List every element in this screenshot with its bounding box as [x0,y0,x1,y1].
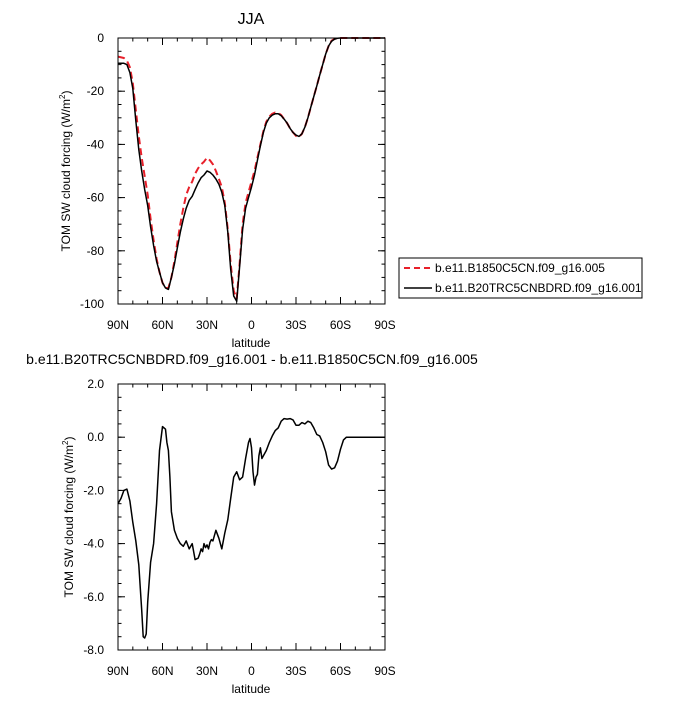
bottom-ytick-label: -8.0 [83,643,104,657]
top-ytick-label: -20 [87,84,105,98]
legend-label-b20trc: b.e11.B20TRC5CNBDRD.f09_g16.001 [435,281,642,295]
bottom-xtick-label: 30N [196,664,218,678]
top-plot-lines [117,37,385,303]
top-ytick-label: -80 [87,244,105,258]
top-ytick-label: 0 [97,31,104,45]
top-x-axis: 90N 60N 30N 0 30S 60S 90S [107,38,396,332]
bottom-xtick-label: 60S [330,664,351,678]
bottom-ytick-label: 0.0 [87,430,104,444]
bottom-xtick-label: 90N [107,664,129,678]
top-chart-title: JJA [238,11,265,28]
top-xtick-label: 30S [285,318,306,332]
top-xtick-label: 0 [248,318,255,332]
top-y-axis: 0 -20 -40 -60 -80 -100 [80,31,385,311]
bottom-y-axis-label: TOM SW cloud forcing (W/m2) [61,437,76,598]
top-xtick-label: 60S [330,318,351,332]
bottom-x-axis: 90N 60N 30N 0 30S 60S 90S [107,384,396,678]
bottom-xtick-label: 90S [374,664,395,678]
bottom-x-axis-label: latitude [232,682,271,696]
bottom-chart-title: b.e11.B20TRC5CNBDRD.f09_g16.001 - b.e11.… [26,351,478,367]
bottom-plot-frame [117,383,386,651]
top-xtick-label: 90N [107,318,129,332]
bottom-panel: b.e11.B20TRC5CNBDRD.f09_g16.001 - b.e11.… [26,351,478,696]
top-xtick-label: 60N [151,318,173,332]
bottom-xtick-label: 0 [248,664,255,678]
top-x-axis-label: latitude [232,336,271,350]
bottom-plot-lines [117,417,385,639]
legend-box [398,257,643,299]
top-y-axis-label: TOM SW cloud forcing (W/m2) [58,91,73,252]
bottom-ytick-label: -6.0 [83,590,104,604]
legend-label-b1850: b.e11.B1850C5CN.f09_g16.005 [435,261,605,275]
top-ytick-label: -100 [80,297,104,311]
top-xtick-label: 90S [374,318,395,332]
top-series-0-line [117,37,385,300]
top-series-1-line [118,37,385,303]
top-xtick-label: 30N [196,318,218,332]
top-ytick-label: -40 [87,137,105,151]
bottom-y-axis: 2.0 0.0 -2.0 -4.0 -6.0 -8.0 [83,377,385,657]
bottom-series-0-line [117,417,385,639]
top-ytick-label: -60 [87,191,105,205]
bottom-xtick-label: 30S [285,664,306,678]
top-panel: JJA 0-20-40-60-80-100 90N 60N 30N 0 30S 60S 90… [58,11,643,350]
bottom-ytick-label: -2.0 [83,483,104,497]
bottom-ytick-label: -4.0 [83,537,104,551]
bottom-ytick-label: 2.0 [87,377,104,391]
legend: b.e11.B1850C5CN.f09_g16.005 b.e11.B20TRC… [398,257,643,299]
bottom-xtick-label: 60N [151,664,173,678]
